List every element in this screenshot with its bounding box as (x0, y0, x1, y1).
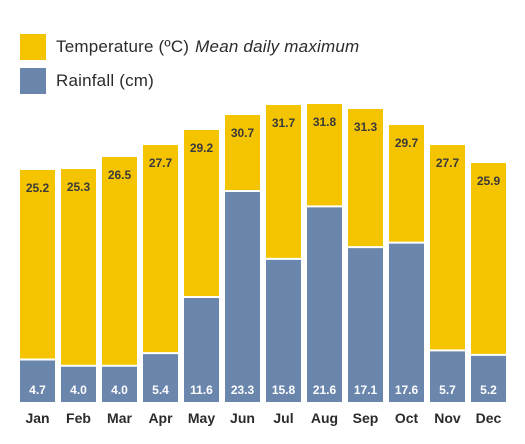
temperature-value-jul: 31.7 (272, 116, 296, 130)
rainfall-value-oct: 17.6 (395, 383, 419, 397)
month-label-jul: Jul (273, 410, 293, 426)
temperature-value-apr: 27.7 (149, 156, 173, 170)
rainfall-value-jun: 23.3 (231, 383, 255, 397)
temperature-value-jun: 30.7 (231, 126, 255, 140)
month-label-dec: Dec (476, 410, 502, 426)
month-label-oct: Oct (395, 410, 419, 426)
rainfall-legend-label: Rainfall (cm) (56, 71, 155, 90)
temperature-value-may: 29.2 (190, 141, 214, 155)
month-label-apr: Apr (148, 410, 173, 426)
temperature-bar-mar (102, 157, 137, 402)
rainfall-bar-jan (20, 359, 55, 402)
temperature-legend-label: Temperature (ºC) (56, 37, 190, 56)
rainfall-bar-apr (143, 353, 178, 402)
temperature-value-sep: 31.3 (354, 120, 378, 134)
temperature-value-jan: 25.2 (26, 181, 50, 195)
rainfall-bar-jul (266, 258, 301, 402)
temperature-legend-note: Mean daily maximum (195, 37, 360, 56)
rainfall-bar-feb (61, 365, 96, 402)
month-label-nov: Nov (434, 410, 461, 426)
month-label-jun: Jun (230, 410, 255, 426)
rainfall-bar-oct (389, 242, 424, 402)
legend-item-temperature: Temperature (ºC) Mean daily maximum (20, 30, 359, 64)
temperature-value-aug: 31.8 (313, 115, 337, 129)
month-label-aug: Aug (311, 410, 338, 426)
rainfall-bar-mar (102, 365, 137, 402)
rainfall-value-jan: 4.7 (29, 383, 46, 397)
rainfall-value-sep: 17.1 (354, 383, 378, 397)
month-label-may: May (188, 410, 215, 426)
temperature-swatch (20, 34, 46, 60)
month-label-jan: Jan (25, 410, 49, 426)
temperature-value-dec: 25.9 (477, 174, 501, 188)
month-label-feb: Feb (66, 410, 91, 426)
rainfall-value-may: 11.6 (190, 383, 213, 397)
rainfall-bar-may (184, 296, 219, 402)
rainfall-value-aug: 21.6 (313, 383, 337, 397)
rainfall-bar-dec (471, 354, 506, 402)
rainfall-bar-nov (430, 350, 465, 402)
temperature-value-nov: 27.7 (436, 156, 460, 170)
temperature-value-feb: 25.3 (67, 180, 91, 194)
rainfall-value-dec: 5.2 (480, 383, 497, 397)
rainfall-value-mar: 4.0 (111, 383, 128, 397)
temperature-value-mar: 26.5 (108, 168, 132, 182)
month-label-mar: Mar (107, 410, 132, 426)
rainfall-swatch (20, 68, 46, 94)
rainfall-value-apr: 5.4 (152, 383, 169, 397)
legend: Temperature (ºC) Mean daily maximum Rain… (20, 30, 359, 98)
rainfall-value-nov: 5.7 (439, 383, 456, 397)
temperature-value-oct: 29.7 (395, 136, 419, 150)
month-label-sep: Sep (353, 410, 379, 426)
rainfall-bar-jun (225, 191, 260, 402)
temperature-bar-feb (61, 169, 96, 402)
rainfall-value-feb: 4.0 (70, 383, 87, 397)
rainfall-value-jul: 15.8 (272, 383, 296, 397)
rainfall-bar-sep (348, 247, 383, 402)
rainfall-bar-aug (307, 206, 342, 402)
legend-item-rainfall: Rainfall (cm) (20, 64, 359, 98)
